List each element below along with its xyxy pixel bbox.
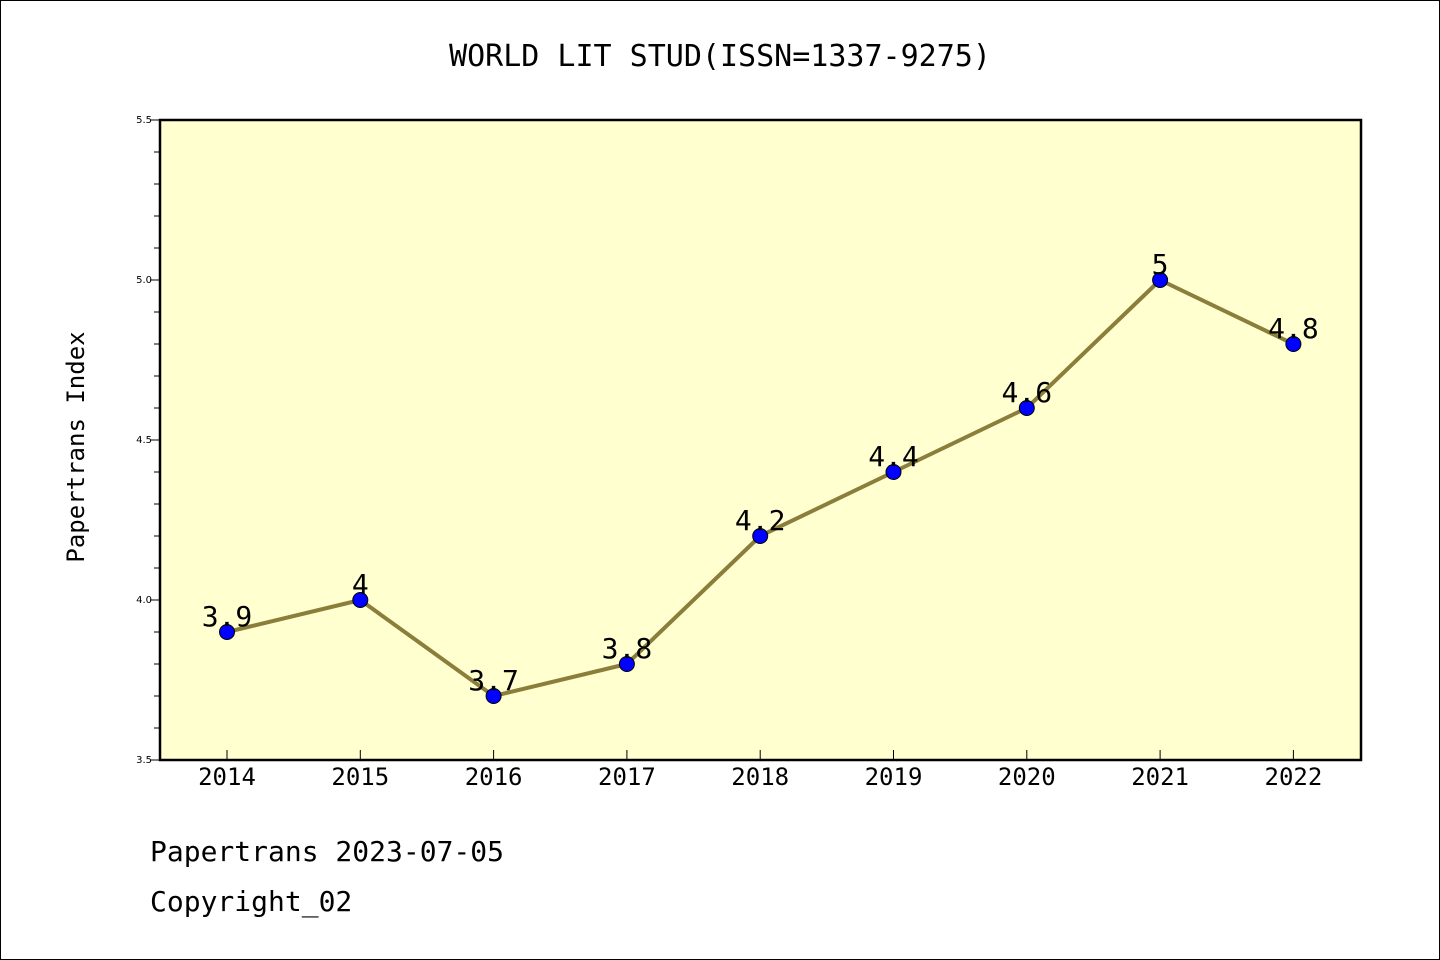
data-label: 3.9	[202, 600, 253, 633]
data-point	[1018, 400, 1035, 416]
y-axis-label: Papertrans Index	[62, 331, 90, 562]
data-point	[1152, 272, 1169, 288]
x-tick-label: 2022	[1265, 763, 1323, 791]
series-layer: 3.9 4 3.7 3.8 4.2 4.4 4.6 5 4.8	[202, 248, 1319, 704]
data-label: 4	[352, 568, 369, 601]
data-label: 3.8	[602, 632, 653, 665]
x-tick-label: 2015	[331, 763, 389, 791]
data-label: 4.8	[1268, 312, 1319, 345]
y-tick-label: 4.5	[136, 435, 152, 446]
y-tick-label: 5.0	[136, 275, 152, 286]
plot-area	[158, 118, 1363, 762]
data-point	[485, 688, 502, 704]
data-label: 3.7	[468, 664, 519, 697]
x-tick-label: 2020	[998, 763, 1056, 791]
x-tick-label: 2021	[1131, 763, 1189, 791]
y-tick-label: 3.5	[136, 755, 152, 766]
footer-date: Papertrans 2023-07-05	[150, 835, 505, 868]
chart-title: WORLD LIT STUD(ISSN=1337-9275)	[449, 39, 991, 74]
data-point	[752, 528, 769, 544]
data-label: 4.2	[735, 504, 786, 537]
data-point	[352, 592, 369, 608]
data-label: 4.4	[868, 440, 919, 473]
x-tick-label: 2018	[731, 763, 789, 791]
data-point	[885, 464, 902, 480]
axis-ticks: 3.5 4.0 4.5 5.0 5.5 2014 2015 2016 2017 2018 2019 2…	[136, 115, 1322, 791]
y-tick-label: 5.5	[136, 115, 152, 126]
data-label: 5	[1152, 248, 1169, 281]
footer-copyright: Copyright_02	[150, 885, 353, 918]
x-tick-label: 2017	[598, 763, 656, 791]
x-tick-label: 2019	[865, 763, 923, 791]
data-label: 4.6	[1002, 376, 1053, 409]
y-tick-label: 4.0	[136, 595, 152, 606]
data-point	[1285, 336, 1302, 352]
x-tick-label: 2016	[465, 763, 523, 791]
data-point	[219, 624, 235, 640]
data-point	[618, 656, 635, 672]
x-tick-label: 2014	[198, 763, 256, 791]
